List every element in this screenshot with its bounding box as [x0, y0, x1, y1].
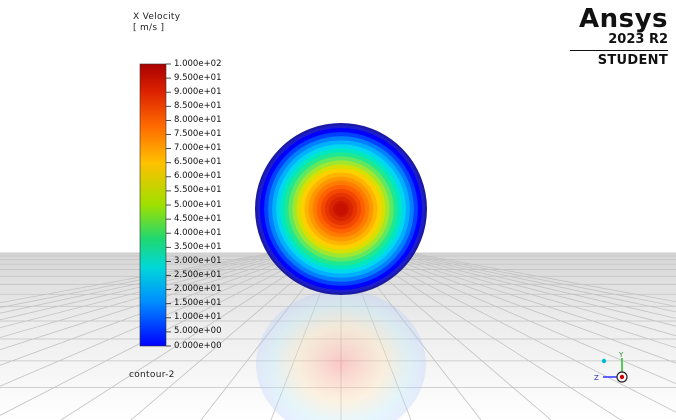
- ansys-logo: Ansys 2023 R2 STUDENT: [570, 6, 668, 68]
- floor-grid-line: [0, 252, 302, 351]
- floor-grid-line: [395, 252, 676, 319]
- floor-grid-line: [0, 252, 277, 308]
- floor-grid-line: [390, 252, 676, 327]
- logo-edition: STUDENT: [597, 53, 668, 68]
- contour-band: [335, 203, 347, 215]
- floor-grid-line: [0, 252, 287, 321]
- floor-grid-line: [0, 252, 307, 366]
- floor-grid-line: [130, 252, 327, 420]
- floor-grid-line: [0, 252, 292, 329]
- legend-label: 6.500e+01: [174, 157, 222, 168]
- floor-grid-line: [360, 252, 622, 420]
- legend-colorbar: [139, 63, 171, 347]
- contour-reflection: [256, 290, 426, 420]
- contour-disc[interactable]: [255, 123, 427, 295]
- legend-label: 4.500e+01: [174, 213, 222, 224]
- axis-triad: Y Z: [594, 351, 628, 383]
- legend-label: 7.500e+01: [174, 129, 222, 139]
- legend-label: 7.000e+01: [174, 143, 222, 154]
- triad-z-label: Z: [594, 374, 599, 382]
- legend-label: 2.000e+01: [174, 284, 222, 295]
- contour-name-label: contour-2: [129, 370, 175, 380]
- contour-title: X Velocity [ m/s ]: [133, 12, 180, 34]
- legend-label: 4.000e+01: [174, 227, 222, 238]
- floor-grid-line: [60, 252, 322, 420]
- legend-label: 9.000e+01: [174, 86, 222, 97]
- floor-grid-line: [385, 252, 676, 337]
- title-variable: X Velocity: [133, 12, 181, 22]
- legend-label: 6.000e+01: [174, 171, 222, 182]
- floor-grid-line: [375, 252, 676, 364]
- legend-label: 5.000e+00: [174, 326, 222, 337]
- legend-label: 8.500e+01: [174, 100, 222, 111]
- legend-label: 1.500e+01: [174, 298, 222, 309]
- logo-version: 2023 R2: [608, 32, 668, 47]
- legend-label: 0.000e+00: [174, 340, 222, 351]
- floor-grid-line: [365, 252, 676, 413]
- triad-y-label: Y: [618, 351, 624, 359]
- legend-label: 3.000e+01: [174, 255, 222, 266]
- logo-divider: [570, 50, 668, 51]
- floor-grid-line: [0, 252, 312, 387]
- legend-label: 9.500e+01: [174, 72, 222, 83]
- legend-label: 8.000e+01: [174, 114, 222, 125]
- floor-grid-line: [0, 252, 297, 338]
- legend-label: 1.000e+01: [174, 312, 222, 323]
- floor-grid-line: [380, 252, 676, 349]
- legend-label: 3.500e+01: [174, 241, 222, 252]
- title-units: [ m/s ]: [133, 23, 165, 33]
- legend-label: 5.000e+01: [174, 199, 222, 210]
- legend-label: 2.500e+01: [174, 270, 222, 280]
- floor-grid-line: [405, 252, 676, 307]
- floor-grid-line: [370, 252, 676, 385]
- logo-brand: Ansys: [578, 4, 668, 34]
- floor-grid-line: [410, 252, 676, 303]
- legend-label: 5.500e+01: [174, 185, 222, 196]
- disc-outline: [255, 123, 427, 295]
- floor-grid-line: [0, 252, 272, 304]
- legend-label: 1.000e+02: [174, 58, 222, 69]
- floor-grid-line: [355, 252, 552, 420]
- floor-grid-line: [400, 252, 676, 313]
